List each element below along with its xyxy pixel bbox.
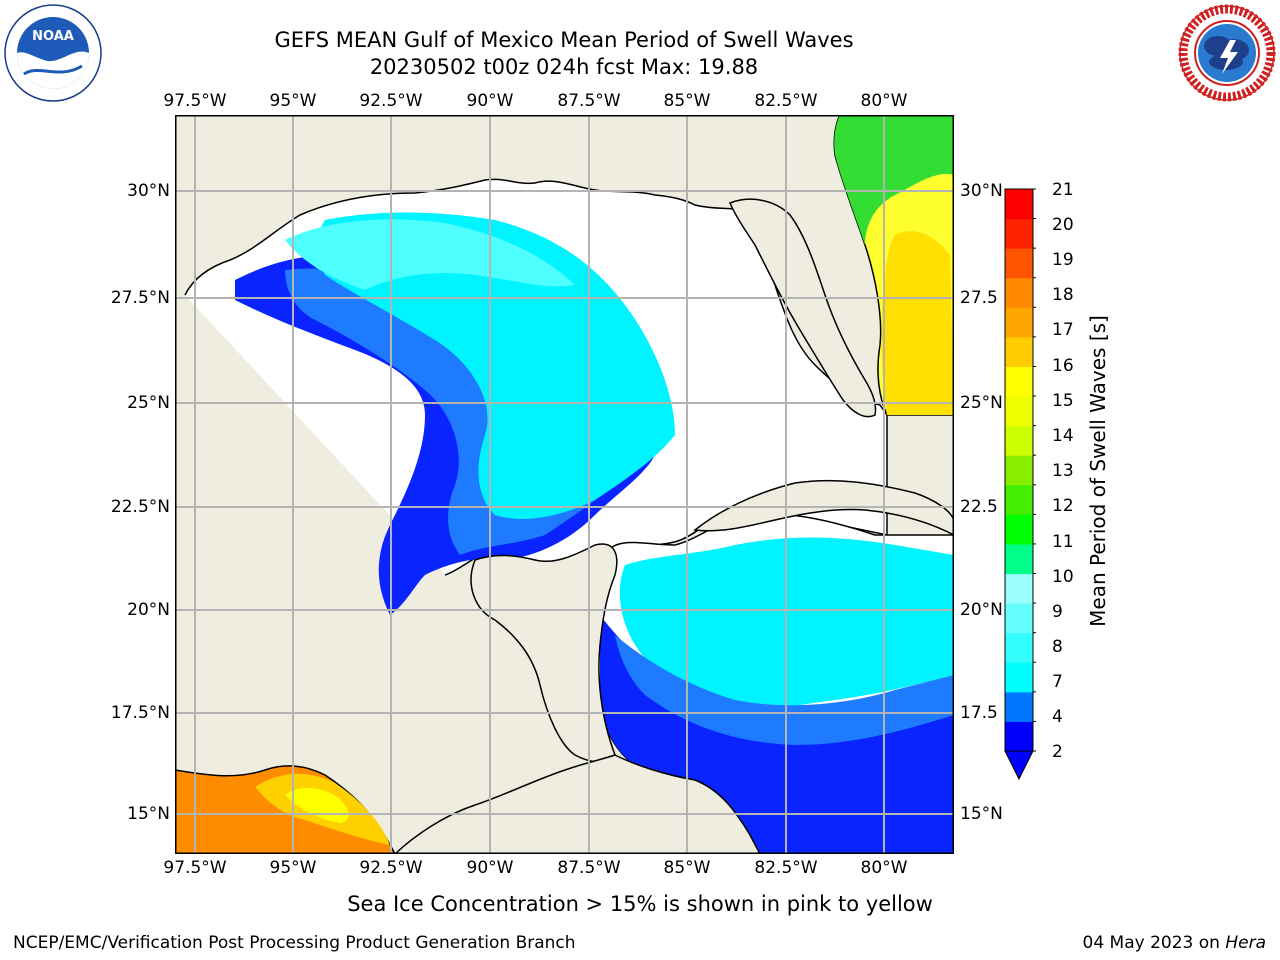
lon-label-top: 90°W (466, 91, 514, 111)
lon-label-top: 97.5°W (163, 91, 227, 111)
lon-label-top: 87.5°W (557, 91, 621, 111)
lon-label-top: 92.5°W (359, 91, 423, 111)
map-frame (175, 115, 954, 854)
colorbar-segment (1005, 691, 1033, 722)
colorbar-segment (1005, 721, 1033, 752)
atlantic-green-band (834, 115, 954, 245)
lon-label-top: 82.5°W (754, 91, 818, 111)
lon-label-bottom: 82.5°W (754, 858, 818, 878)
colorbar-tick: 10 (1052, 567, 1074, 587)
atlantic-yellow-core (881, 231, 954, 415)
swell-zone-caribbean-dark (600, 615, 954, 854)
lat-label-left: 27.5°N (110, 288, 170, 308)
lon-label-top: 85°W (663, 91, 711, 111)
colorbar-segment (1005, 248, 1033, 279)
lat-label-right: 27.5 (960, 288, 998, 308)
nws-logo (1178, 4, 1276, 102)
footer-date: 04 May 2023 on Hera (1083, 932, 1267, 954)
colorbar-segment (1005, 366, 1033, 397)
swell-zone-cyan (317, 212, 675, 520)
lon-label-bottom: 95°W (269, 858, 317, 878)
lat-label-left: 15°N (127, 804, 170, 824)
colorbar-tick: 18 (1052, 285, 1074, 305)
colorbar-segment (1005, 514, 1033, 545)
lat-label-left: 20°N (127, 600, 170, 620)
lat-label-right: 17.5 (960, 703, 998, 723)
footer-credit: NCEP/EMC/Verification Post Processing Pr… (13, 933, 576, 953)
swell-zone-light (285, 219, 575, 290)
lat-label-right: 25°N (960, 393, 1003, 413)
lon-label-bottom: 85°W (663, 858, 711, 878)
lon-label-bottom: 92.5°W (359, 858, 423, 878)
colorbar-segment (1005, 662, 1033, 693)
lat-label-right: 22.5 (960, 497, 998, 517)
footer-date-text: 04 May 2023 on (1082, 933, 1226, 953)
footer-machine: Hera (1225, 933, 1266, 953)
lat-label-left: 17.5°N (110, 703, 170, 723)
colorbar (1004, 188, 1036, 781)
colorbar-tick: 13 (1052, 461, 1074, 481)
sea-ice-caption: Sea Ice Concentration > 15% is shown in … (347, 892, 933, 916)
lon-label-top: 95°W (269, 91, 317, 111)
map-subtitle: 20230502 t00z 024h fcst Max: 19.88 (369, 55, 759, 79)
colorbar-segment (1005, 396, 1033, 427)
lat-label-left: 25°N (127, 393, 170, 413)
lon-label-top: 80°W (860, 91, 908, 111)
lat-label-right: 30°N (960, 181, 1003, 201)
colorbar-segment (1005, 277, 1033, 308)
colorbar-segment (1005, 218, 1033, 249)
colorbar-tick: 9 (1052, 602, 1063, 622)
colorbar-tick: 16 (1052, 356, 1074, 376)
colorbar-tick: 17 (1052, 320, 1074, 340)
graticule (175, 115, 954, 854)
colorbar-segment (1005, 307, 1033, 338)
swell-period-map (175, 115, 954, 854)
colorbar-label: Mean Period of Swell Waves [s] (1086, 315, 1110, 627)
lon-label-bottom: 97.5°W (163, 858, 227, 878)
colorbar-tick: 19 (1052, 250, 1074, 270)
colorbar-extend-arrow (1004, 750, 1034, 781)
colorbar-tick: 12 (1052, 496, 1074, 516)
colorbar-tick: 20 (1052, 215, 1074, 235)
lon-label-bottom: 87.5°W (557, 858, 621, 878)
lat-label-left: 22.5°N (110, 497, 170, 517)
colorbar-tick: 15 (1052, 391, 1074, 411)
colorbar-tick: 8 (1052, 637, 1063, 657)
lat-label-left: 30°N (127, 181, 170, 201)
colorbar-segment (1005, 336, 1033, 367)
colorbar-segment (1005, 189, 1033, 220)
colorbar-segment (1005, 543, 1033, 575)
florida-land (729, 198, 877, 418)
lat-label-right: 20°N (960, 600, 1003, 620)
lon-label-bottom: 90°W (466, 858, 514, 878)
colorbar-frame (1004, 188, 1034, 752)
colorbar-tick: 14 (1052, 426, 1074, 446)
lon-label-bottom: 80°W (860, 858, 908, 878)
colorbar-tick: 11 (1052, 532, 1074, 552)
colorbar-segment (1005, 484, 1033, 515)
colorbar-tick: 2 (1052, 742, 1063, 762)
colorbar-tick: 7 (1052, 672, 1063, 692)
colorbar-segment (1005, 455, 1033, 486)
swell-zone-caribbean-medium (615, 635, 954, 745)
colorbar-segment (1005, 632, 1033, 663)
map-title: GEFS MEAN Gulf of Mexico Mean Period of … (274, 28, 854, 52)
yucatan-land (470, 543, 618, 763)
colorbar-tick: 21 (1052, 180, 1074, 200)
colorbar-segment (1005, 425, 1033, 456)
colorbar-segment (1005, 573, 1033, 604)
colorbar-segment (1005, 603, 1033, 634)
lat-label-right: 15°N (960, 804, 1003, 824)
colorbar-tick: 4 (1052, 707, 1063, 727)
noaa-logo-text: NOAA (32, 29, 74, 44)
noaa-logo: NOAA (4, 4, 102, 102)
